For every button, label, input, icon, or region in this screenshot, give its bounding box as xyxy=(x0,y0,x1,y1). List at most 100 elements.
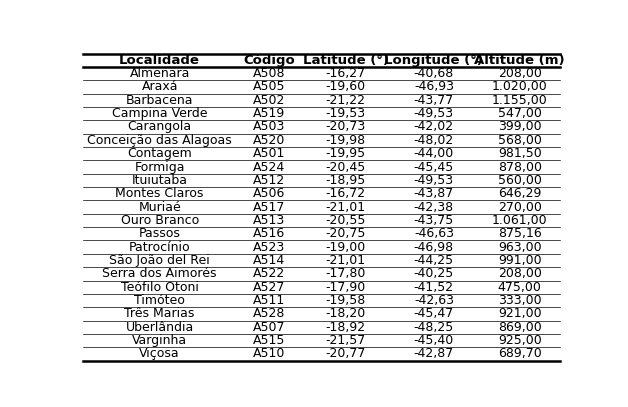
Text: 547,00: 547,00 xyxy=(498,107,542,120)
Text: -45,40: -45,40 xyxy=(414,334,454,347)
Text: 646,29: 646,29 xyxy=(498,187,541,200)
Text: -42,87: -42,87 xyxy=(414,348,454,361)
Text: 689,70: 689,70 xyxy=(498,348,542,361)
Text: A514: A514 xyxy=(253,254,286,267)
Text: -49,53: -49,53 xyxy=(414,174,454,187)
Text: A523: A523 xyxy=(253,241,286,254)
Text: 1.155,00: 1.155,00 xyxy=(492,94,548,107)
Text: 208,00: 208,00 xyxy=(498,267,542,280)
Text: 963,00: 963,00 xyxy=(498,241,541,254)
Text: 568,00: 568,00 xyxy=(498,134,542,147)
Text: -20,73: -20,73 xyxy=(325,120,366,133)
Text: Código: Código xyxy=(244,54,295,67)
Text: -44,00: -44,00 xyxy=(414,147,454,160)
Text: -43,77: -43,77 xyxy=(414,94,454,107)
Text: Araxá: Araxá xyxy=(141,81,178,94)
Text: 921,00: 921,00 xyxy=(498,307,541,320)
Text: Latitude (°): Latitude (°) xyxy=(303,54,389,67)
Text: -19,95: -19,95 xyxy=(326,147,365,160)
Text: -19,58: -19,58 xyxy=(325,294,366,307)
Text: -19,53: -19,53 xyxy=(326,107,365,120)
Text: Localidade: Localidade xyxy=(119,54,200,67)
Text: -21,22: -21,22 xyxy=(326,94,365,107)
Text: 875,16: 875,16 xyxy=(498,227,542,240)
Text: Patrocínio: Patrocínio xyxy=(129,241,190,254)
Text: -48,02: -48,02 xyxy=(414,134,454,147)
Text: Varginha: Varginha xyxy=(132,334,187,347)
Text: Muriaé: Muriaé xyxy=(138,201,181,214)
Text: A515: A515 xyxy=(253,334,286,347)
Text: Uberlândia: Uberlândia xyxy=(126,321,194,334)
Text: 333,00: 333,00 xyxy=(498,294,541,307)
Text: A501: A501 xyxy=(253,147,286,160)
Text: A513: A513 xyxy=(253,214,286,227)
Text: -18,95: -18,95 xyxy=(325,174,366,187)
Text: 399,00: 399,00 xyxy=(498,120,541,133)
Text: A516: A516 xyxy=(253,227,286,240)
Text: -42,63: -42,63 xyxy=(414,294,454,307)
Text: -40,25: -40,25 xyxy=(414,267,454,280)
Text: 560,00: 560,00 xyxy=(498,174,542,187)
Text: -18,92: -18,92 xyxy=(326,321,365,334)
Text: -20,75: -20,75 xyxy=(325,227,366,240)
Text: A527: A527 xyxy=(253,281,286,294)
Text: -21,01: -21,01 xyxy=(326,254,365,267)
Text: Serra dos Aimorés: Serra dos Aimorés xyxy=(102,267,217,280)
Text: -18,20: -18,20 xyxy=(325,307,366,320)
Text: 869,00: 869,00 xyxy=(498,321,542,334)
Text: A519: A519 xyxy=(253,107,286,120)
Text: Conceição das Alagoas: Conceição das Alagoas xyxy=(87,134,232,147)
Text: -45,45: -45,45 xyxy=(414,160,454,173)
Text: -20,45: -20,45 xyxy=(325,160,366,173)
Text: -19,00: -19,00 xyxy=(325,241,366,254)
Text: A508: A508 xyxy=(253,67,286,80)
Text: -19,60: -19,60 xyxy=(326,81,365,94)
Text: Viçosa: Viçosa xyxy=(139,348,180,361)
Text: Timóteo: Timóteo xyxy=(134,294,185,307)
Text: A506: A506 xyxy=(253,187,286,200)
Text: -17,80: -17,80 xyxy=(325,267,366,280)
Text: -17,90: -17,90 xyxy=(325,281,366,294)
Text: -20,77: -20,77 xyxy=(325,348,366,361)
Text: Carangola: Carangola xyxy=(127,120,192,133)
Text: A502: A502 xyxy=(253,94,286,107)
Text: A503: A503 xyxy=(253,120,286,133)
Text: Teófilo Otoni: Teófilo Otoni xyxy=(121,281,198,294)
Text: São João del Rei: São João del Rei xyxy=(109,254,210,267)
Text: Montes Claros: Montes Claros xyxy=(116,187,204,200)
Text: -42,38: -42,38 xyxy=(414,201,454,214)
Text: A512: A512 xyxy=(253,174,286,187)
Text: -46,98: -46,98 xyxy=(414,241,454,254)
Text: -40,68: -40,68 xyxy=(414,67,454,80)
Text: -46,93: -46,93 xyxy=(414,81,454,94)
Text: Três Marias: Três Marias xyxy=(124,307,195,320)
Text: -49,53: -49,53 xyxy=(414,107,454,120)
Text: A524: A524 xyxy=(253,160,286,173)
Text: 878,00: 878,00 xyxy=(498,160,542,173)
Text: -20,55: -20,55 xyxy=(325,214,366,227)
Text: -41,52: -41,52 xyxy=(414,281,454,294)
Text: 925,00: 925,00 xyxy=(498,334,542,347)
Text: -16,72: -16,72 xyxy=(326,187,365,200)
Text: -42,02: -42,02 xyxy=(414,120,454,133)
Text: -45,47: -45,47 xyxy=(414,307,454,320)
Text: 981,50: 981,50 xyxy=(498,147,542,160)
Text: -43,87: -43,87 xyxy=(414,187,454,200)
Text: 1.020,00: 1.020,00 xyxy=(492,81,548,94)
Text: -16,27: -16,27 xyxy=(326,67,365,80)
Text: -21,01: -21,01 xyxy=(326,201,365,214)
Text: A505: A505 xyxy=(253,81,286,94)
Text: A522: A522 xyxy=(253,267,286,280)
Text: A510: A510 xyxy=(253,348,286,361)
Text: -43,75: -43,75 xyxy=(414,214,454,227)
Text: 1.061,00: 1.061,00 xyxy=(492,214,548,227)
Text: -21,57: -21,57 xyxy=(325,334,366,347)
Text: Passos: Passos xyxy=(139,227,181,240)
Text: A520: A520 xyxy=(253,134,286,147)
Text: Longitude (°): Longitude (°) xyxy=(384,54,484,67)
Text: 475,00: 475,00 xyxy=(498,281,542,294)
Text: -19,98: -19,98 xyxy=(326,134,365,147)
Text: A511: A511 xyxy=(253,294,286,307)
Text: -44,25: -44,25 xyxy=(414,254,454,267)
Text: 991,00: 991,00 xyxy=(498,254,541,267)
